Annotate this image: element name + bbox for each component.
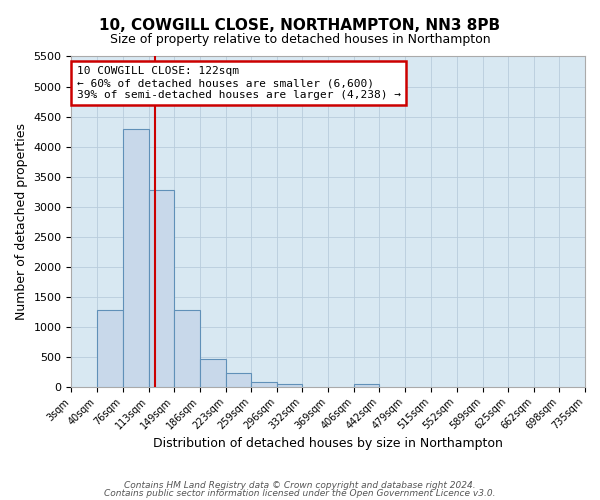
Bar xyxy=(277,384,302,386)
Bar xyxy=(226,373,251,386)
Bar xyxy=(354,384,379,386)
Bar xyxy=(200,358,226,386)
Text: 10, COWGILL CLOSE, NORTHAMPTON, NN3 8PB: 10, COWGILL CLOSE, NORTHAMPTON, NN3 8PB xyxy=(100,18,500,32)
Text: Size of property relative to detached houses in Northampton: Size of property relative to detached ho… xyxy=(110,32,490,46)
X-axis label: Distribution of detached houses by size in Northampton: Distribution of detached houses by size … xyxy=(153,437,503,450)
Text: 10 COWGILL CLOSE: 122sqm
← 60% of detached houses are smaller (6,600)
39% of sem: 10 COWGILL CLOSE: 122sqm ← 60% of detach… xyxy=(77,66,401,100)
Bar xyxy=(97,310,122,386)
Bar xyxy=(174,310,200,386)
Bar xyxy=(122,128,149,386)
Text: Contains HM Land Registry data © Crown copyright and database right 2024.: Contains HM Land Registry data © Crown c… xyxy=(124,481,476,490)
Bar xyxy=(149,190,174,386)
Y-axis label: Number of detached properties: Number of detached properties xyxy=(15,123,28,320)
Text: Contains public sector information licensed under the Open Government Licence v3: Contains public sector information licen… xyxy=(104,488,496,498)
Bar xyxy=(251,382,277,386)
